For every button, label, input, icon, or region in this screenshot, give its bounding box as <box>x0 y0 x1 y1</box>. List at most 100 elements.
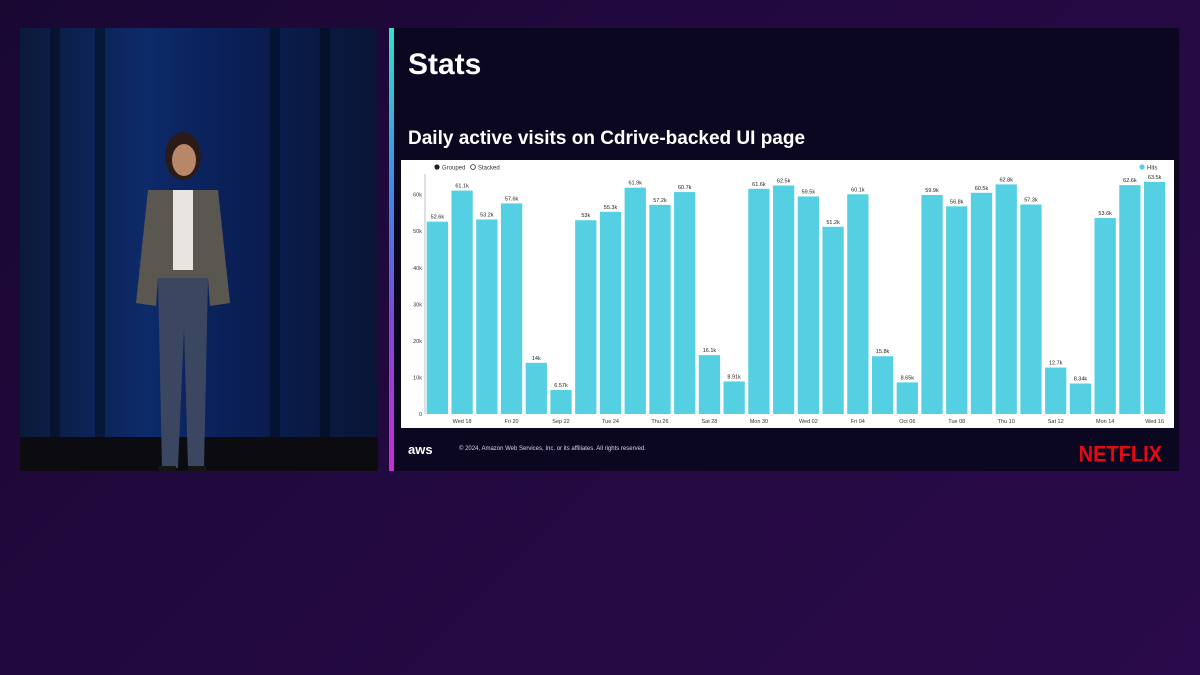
bar-data-label: 53.6k <box>1098 211 1112 217</box>
bar[interactable] <box>871 356 894 414</box>
y-tick-label: 20k <box>413 339 422 345</box>
accent-bar <box>389 28 394 471</box>
chart-panel: Grouped Stacked Hits 0 10k 20k 30k 40k 50k 60k… <box>401 160 1174 428</box>
bar-data-label: 51.2k <box>826 220 840 226</box>
bar[interactable] <box>599 211 622 414</box>
x-tick-label: Wed 02 <box>799 419 818 425</box>
x-tick-label: Wed 16 <box>1145 419 1164 425</box>
bar-data-label: 57.6k <box>505 196 519 202</box>
bar[interactable] <box>575 220 597 414</box>
bar[interactable] <box>698 355 721 414</box>
bar[interactable] <box>624 187 646 414</box>
bar-data-label: 62.5k <box>777 178 791 184</box>
x-tick-label: Oct 06 <box>899 419 915 425</box>
bar-data-label: 60.5k <box>975 186 989 192</box>
bar[interactable] <box>1094 218 1116 414</box>
legend-label: Hits <box>1147 166 1157 172</box>
curtain-fold <box>50 28 60 441</box>
bar[interactable] <box>1069 383 1092 414</box>
y-tick-label: 60k <box>413 193 422 199</box>
bar[interactable] <box>525 362 547 414</box>
toggle-stacked-label: Stacked <box>478 166 500 172</box>
toggle-stacked[interactable]: Stacked <box>470 164 500 172</box>
bar[interactable] <box>500 203 523 414</box>
speaker-video <box>20 28 378 471</box>
bar-data-label: 14k <box>532 356 541 362</box>
bar[interactable] <box>921 194 943 414</box>
bar-data-label: 53k <box>581 213 590 219</box>
x-tick-label: Tue 08 <box>948 419 965 425</box>
bar[interactable] <box>451 190 473 414</box>
bar-data-label: 8.34k <box>1074 377 1088 383</box>
plot-area: 0 10k 20k 30k 40k 50k 60k 52.6k 61.1k 53.2k 57.6k 1… <box>413 174 1166 425</box>
bar-data-label: 60.7k <box>678 185 692 191</box>
bar[interactable] <box>797 196 819 414</box>
bar[interactable] <box>426 221 448 414</box>
bar[interactable] <box>1045 367 1067 414</box>
copyright-text: © 2024, Amazon Web Services, Inc. or its… <box>459 446 646 452</box>
bar-data-label: 15.8k <box>876 349 890 355</box>
y-tick-label: 10k <box>413 375 422 381</box>
bar[interactable] <box>649 204 671 414</box>
y-tick-label: 50k <box>413 229 422 235</box>
bar[interactable] <box>847 194 869 414</box>
bar-data-label: 62.6k <box>1123 178 1137 184</box>
bar[interactable] <box>1020 204 1042 415</box>
curtain-fold <box>320 28 330 441</box>
x-tick-label: Wed 18 <box>453 419 472 425</box>
bar[interactable] <box>476 219 498 414</box>
bar[interactable] <box>1144 181 1166 414</box>
x-tick-label: Sat 12 <box>1048 419 1064 425</box>
legend[interactable]: Hits <box>1139 164 1157 172</box>
bar-data-label: 61.1k <box>455 184 469 190</box>
bar[interactable] <box>748 188 770 414</box>
bar[interactable] <box>896 382 918 414</box>
bar-data-label: 8.91k <box>727 374 741 380</box>
legend-swatch <box>1139 164 1145 170</box>
bar-data-label: 56.8k <box>950 199 964 205</box>
bar[interactable] <box>674 192 696 414</box>
x-tick-label: Mon 14 <box>1096 419 1114 425</box>
slide-title: Stats <box>408 48 482 81</box>
bar[interactable] <box>723 381 745 414</box>
toggle-grouped[interactable]: Grouped <box>434 164 465 172</box>
bar[interactable] <box>946 206 968 414</box>
bar-data-label: 16.1k <box>703 348 717 354</box>
bar[interactable] <box>970 192 993 414</box>
x-tick-label: Thu 26 <box>651 419 668 425</box>
bar-data-label: 57.2k <box>653 198 667 204</box>
aws-logo: aws <box>408 442 433 457</box>
bar-data-label: 61.6k <box>752 182 766 188</box>
bar-chart: Grouped Stacked Hits 0 10k 20k 30k 40k 50k 60k… <box>413 164 1166 425</box>
toggle-grouped-label: Grouped <box>442 166 465 172</box>
netflix-logo: NETFLIX <box>1078 442 1162 468</box>
bar[interactable] <box>550 389 572 414</box>
bar-data-label: 60.1k <box>851 187 865 193</box>
bar-data-label: 8.65k <box>901 375 915 381</box>
x-tick-label: Sep 22 <box>552 419 569 425</box>
bar[interactable] <box>773 185 795 414</box>
bar-data-label: 57.3k <box>1024 198 1038 204</box>
y-tick-label: 30k <box>413 302 422 308</box>
bar-data-label: 62.8k <box>999 177 1013 183</box>
bar-data-label: 55.3k <box>604 205 618 211</box>
speaker-figure <box>136 132 230 471</box>
chart-title: Daily active visits on Cdrive-backed UI … <box>408 128 806 149</box>
bar[interactable] <box>1119 185 1141 414</box>
curtain-fold <box>95 28 105 441</box>
x-tick-label: Tue 24 <box>602 419 619 425</box>
y-tick-label: 40k <box>413 266 422 272</box>
x-tick-label: Mon 30 <box>750 419 768 425</box>
y-tick-label: 0 <box>419 412 422 418</box>
bar-data-label: 59.9k <box>925 188 939 194</box>
bar-data-label: 61.9k <box>628 181 642 187</box>
presentation-slide: Stats Daily active visits on Cdrive-back… <box>389 28 1179 471</box>
bar[interactable] <box>822 226 844 414</box>
x-tick-label: Fri 20 <box>505 419 519 425</box>
x-tick-label: Thu 10 <box>998 419 1015 425</box>
x-tick-label: Fri 04 <box>851 419 865 425</box>
bar-data-label: 52.6k <box>431 215 445 221</box>
bar-data-label: 53.2k <box>480 212 494 218</box>
bar-data-label: 59.5k <box>802 189 816 195</box>
bar[interactable] <box>995 184 1017 414</box>
